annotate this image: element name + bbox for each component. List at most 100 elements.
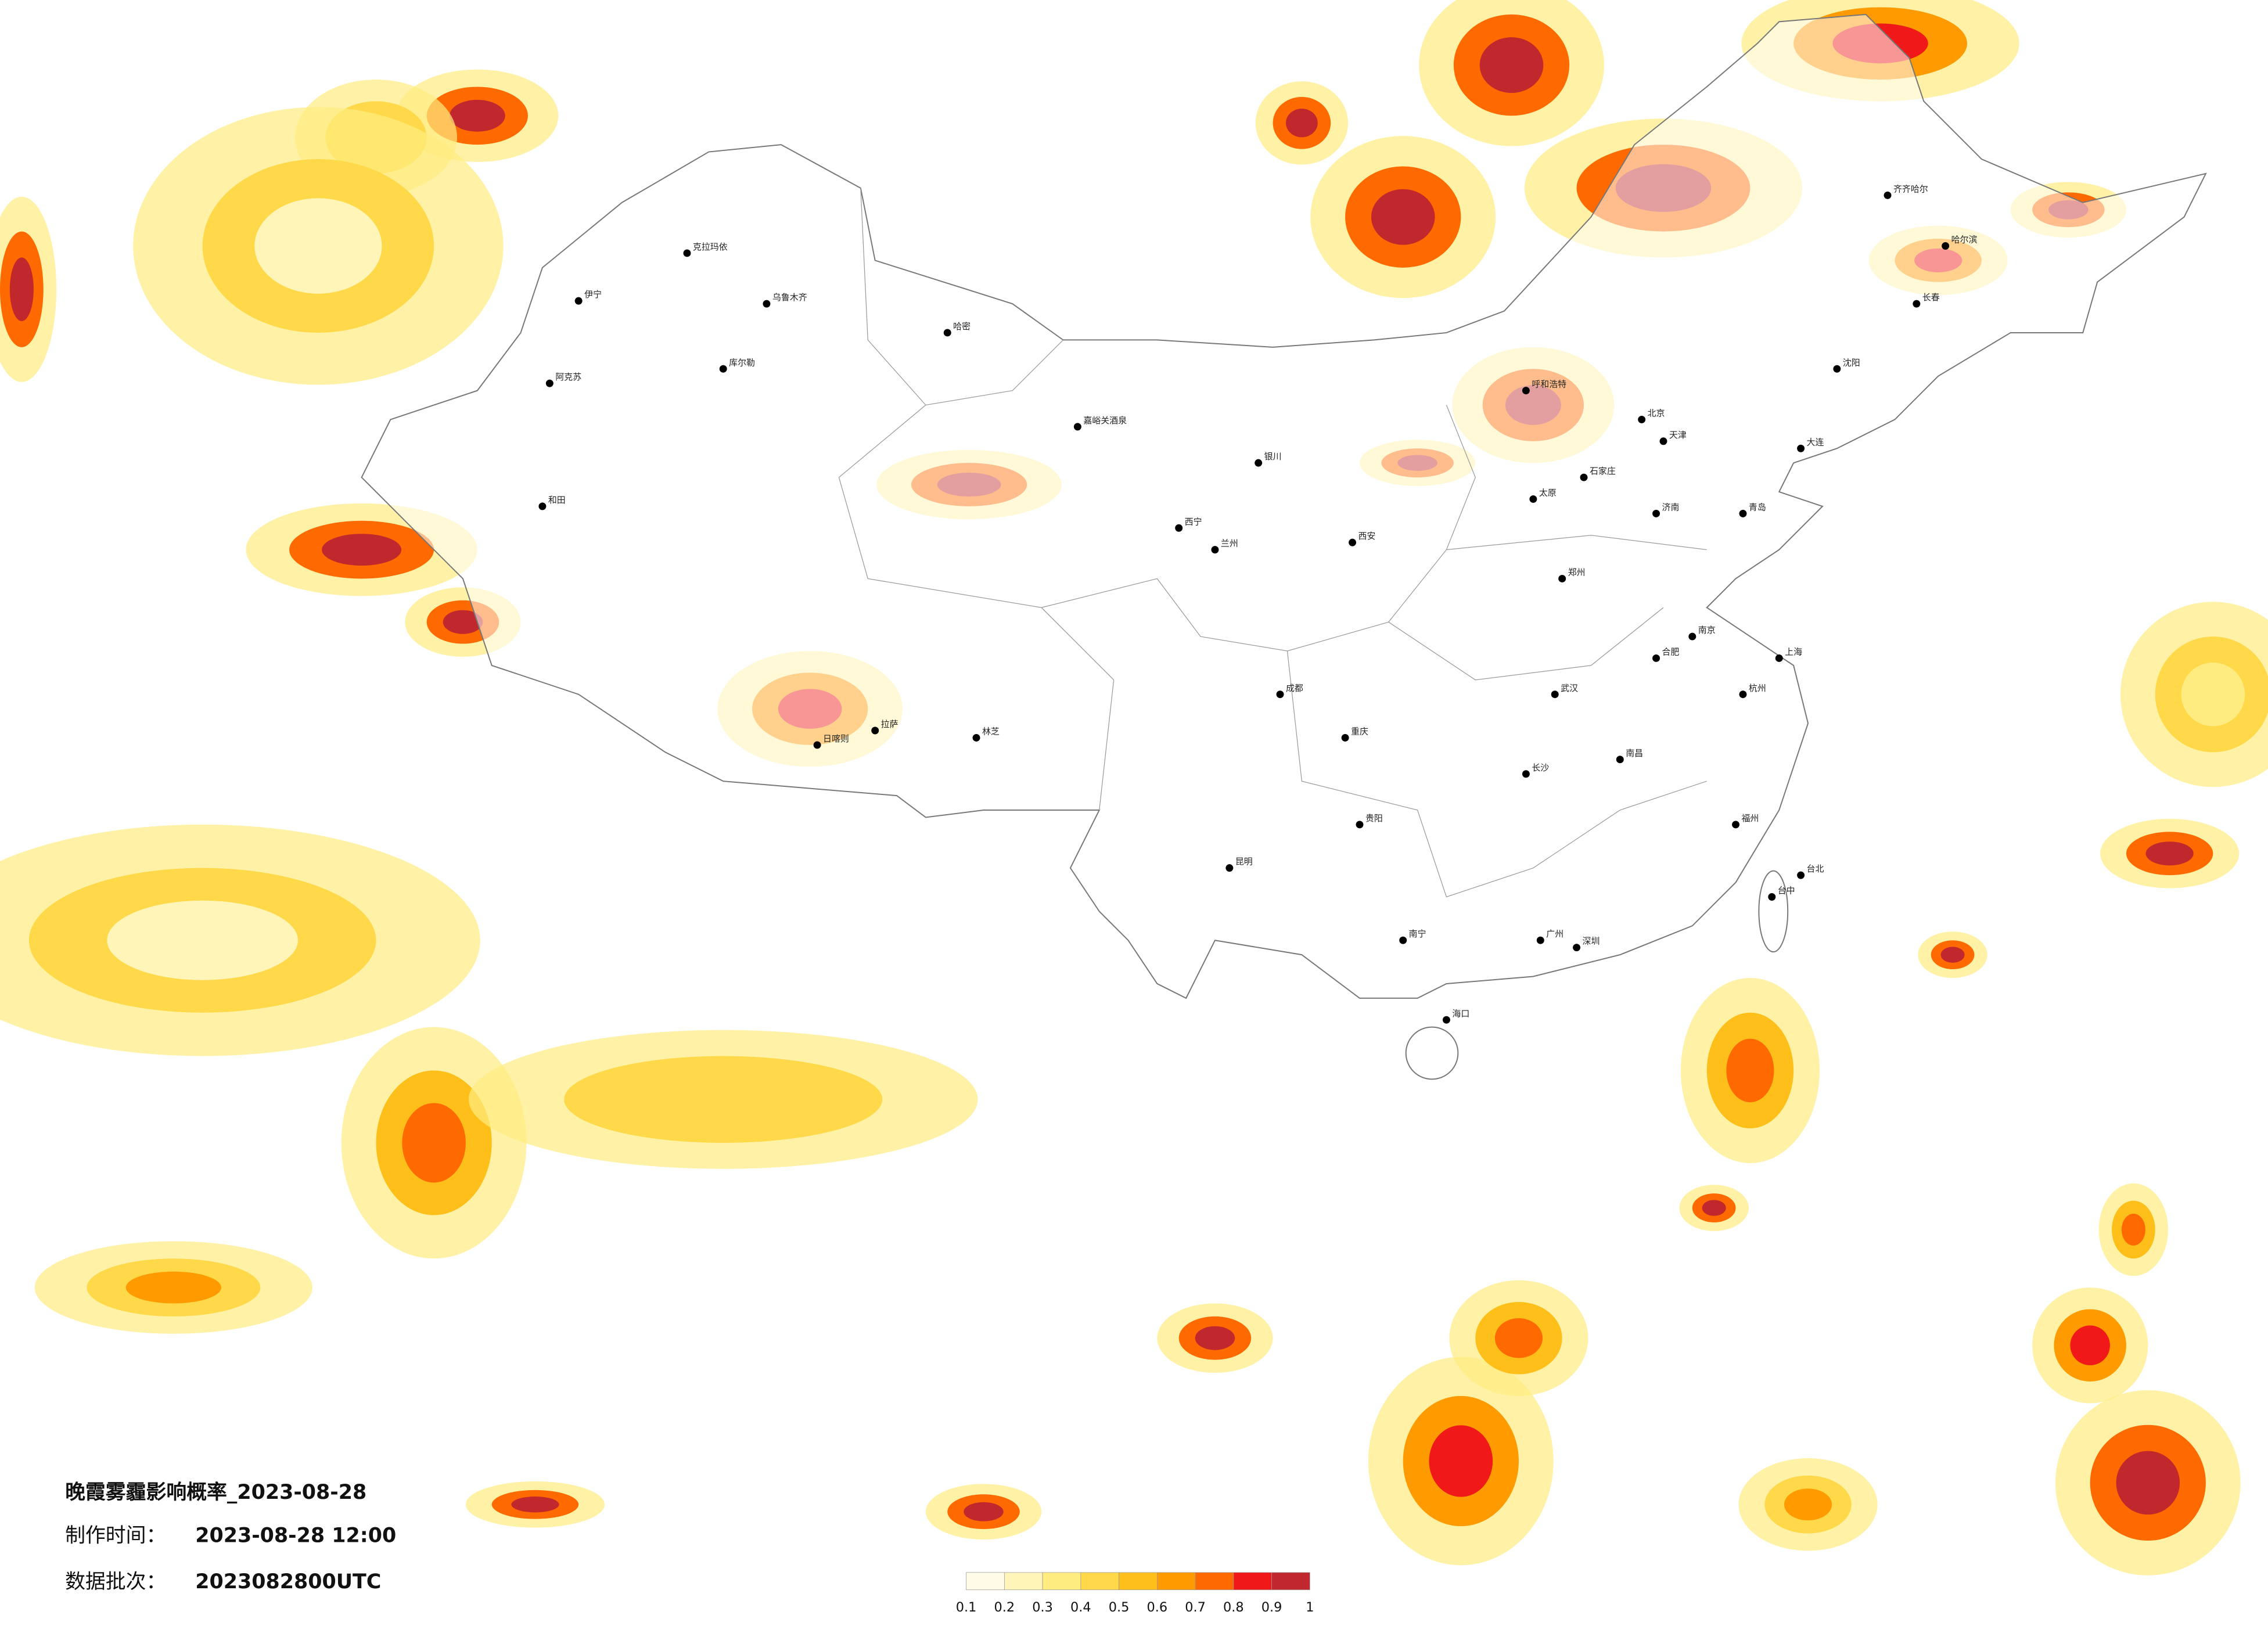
haze-core xyxy=(9,257,34,322)
city-dot xyxy=(1529,495,1537,503)
haze-core xyxy=(1371,189,1435,245)
haze-core xyxy=(964,1502,1004,1521)
haze-core xyxy=(2116,1451,2180,1515)
colorbar-swatch xyxy=(1195,1572,1234,1591)
city-label: 大连 xyxy=(1807,437,1824,447)
city-dot xyxy=(1356,821,1364,829)
batch-value: 2023082800UTC xyxy=(195,1570,381,1593)
city-label: 南宁 xyxy=(1409,929,1426,939)
haze-core xyxy=(511,1497,559,1513)
city-dot xyxy=(972,733,980,742)
haze-core xyxy=(1940,947,1965,963)
city-label: 成都 xyxy=(1286,683,1303,693)
city-dot xyxy=(763,300,771,308)
city-dot xyxy=(1638,415,1646,423)
city-label: 西宁 xyxy=(1185,516,1202,527)
haze-core xyxy=(107,900,299,980)
city-label: 上海 xyxy=(1785,646,1802,657)
city-dot xyxy=(683,249,691,257)
city-dot xyxy=(1775,654,1783,662)
colorbar-swatch xyxy=(1156,1572,1196,1591)
haze-core xyxy=(254,198,382,294)
time-value: 2023-08-28 12:00 xyxy=(195,1524,396,1548)
city-label: 台北 xyxy=(1807,864,1824,874)
colorbar-tick-label: 0.1 xyxy=(956,1600,977,1615)
colorbar-tick-label: 0.2 xyxy=(994,1600,1015,1615)
city-label: 乌鲁木齐 xyxy=(772,292,807,303)
city-label: 郑州 xyxy=(1568,567,1586,577)
city-label: 昆明 xyxy=(1235,857,1253,867)
country-outline xyxy=(361,13,2207,999)
city-label: 青岛 xyxy=(1749,502,1766,512)
city-dot xyxy=(1797,444,1805,452)
city-dot xyxy=(1913,300,1921,308)
colorbar-tick-label: 0.9 xyxy=(1261,1600,1282,1615)
city-dot xyxy=(1442,1016,1450,1024)
haze-core xyxy=(1494,1318,1543,1358)
city-dot xyxy=(1659,437,1667,445)
colorbar-tick-label: 1 xyxy=(1306,1600,1314,1615)
city-label: 库尔勒 xyxy=(729,357,755,368)
city-label: 克拉玛依 xyxy=(693,242,728,252)
city-label: 天津 xyxy=(1669,430,1687,440)
city-label: 阿克苏 xyxy=(555,372,581,382)
city-dot xyxy=(1833,365,1841,373)
city-label: 合肥 xyxy=(1662,646,1680,657)
city-label: 西安 xyxy=(1358,531,1376,541)
taiwan-outline xyxy=(1758,870,1789,953)
colorbar-swatch xyxy=(1233,1572,1272,1591)
city-label: 拉萨 xyxy=(881,719,898,729)
title: 晚霞雾霾影响概率_2023-08-28 xyxy=(65,1481,366,1504)
city-dot xyxy=(1349,538,1357,546)
city-label: 嘉峪关酒泉 xyxy=(1083,415,1127,426)
city-dot xyxy=(1739,690,1747,699)
city-label: 齐齐哈尔 xyxy=(1893,184,1928,194)
city-label: 福州 xyxy=(1741,813,1759,823)
colorbar-swatch xyxy=(1119,1572,1158,1591)
haze-core xyxy=(1195,1326,1235,1350)
haze-core xyxy=(2070,1325,2110,1365)
city-dot xyxy=(1739,509,1747,517)
city-label: 兰州 xyxy=(1221,538,1238,549)
city-label: 呼和浩特 xyxy=(1532,379,1566,390)
city-label: 长春 xyxy=(1922,292,1940,303)
city-dot xyxy=(1399,936,1407,944)
city-label: 和田 xyxy=(548,495,566,505)
city-label: 重庆 xyxy=(1351,726,1368,736)
colorbar-swatch xyxy=(1004,1572,1043,1591)
city-label: 南昌 xyxy=(1626,748,1643,758)
city-label: 台中 xyxy=(1778,886,1795,896)
city-label: 哈密 xyxy=(953,321,971,332)
haze-core xyxy=(1726,1038,1774,1103)
haze-core xyxy=(1479,37,1544,93)
city-dot xyxy=(1797,871,1805,879)
city-label: 沈阳 xyxy=(1843,357,1860,368)
city-label: 哈尔滨 xyxy=(1951,235,1978,245)
haze-core xyxy=(2121,1214,2145,1246)
haze-core xyxy=(322,534,402,566)
haze-core xyxy=(449,99,505,132)
city-dot xyxy=(1616,756,1624,764)
city-dot xyxy=(1688,632,1696,641)
city-dot xyxy=(538,502,547,510)
haze-core xyxy=(1702,1200,1726,1216)
batch-label: 数据批次： xyxy=(65,1570,166,1593)
city-dot xyxy=(1073,423,1081,431)
city-dot xyxy=(1942,242,1950,250)
city-dot xyxy=(813,741,821,749)
colorbar-tick-label: 0.3 xyxy=(1032,1600,1053,1615)
colorbar-tick-label: 0.4 xyxy=(1070,1600,1091,1615)
colorbar-tick-label: 0.6 xyxy=(1147,1600,1168,1615)
city-dot xyxy=(1551,690,1559,699)
city-dot xyxy=(1573,944,1581,952)
haze-core xyxy=(1784,1488,1832,1521)
city-dot xyxy=(545,379,553,387)
colorbar-tick-label: 0.8 xyxy=(1223,1600,1244,1615)
colorbar: 0.1 0.2 0.3 0.4 0.5 0.6 0.7 0.8 0.9 1 xyxy=(956,1572,1314,1615)
city-dot xyxy=(871,726,879,735)
haze-core xyxy=(443,610,483,634)
haze-core xyxy=(635,1075,811,1124)
colorbar-swatch xyxy=(1042,1572,1081,1591)
city-dot xyxy=(1522,770,1530,778)
city-label: 日喀则 xyxy=(823,733,849,744)
